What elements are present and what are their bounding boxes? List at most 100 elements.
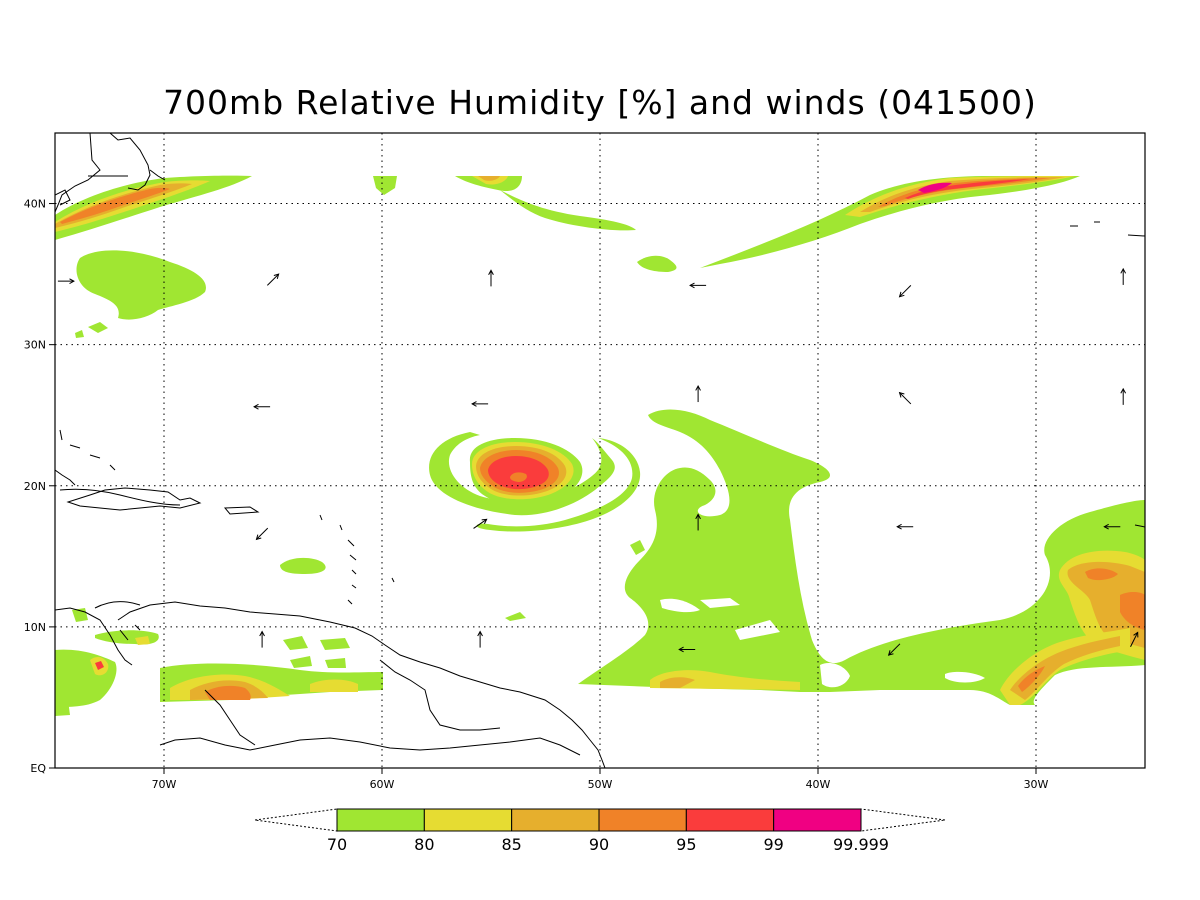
x-tick-label: 70W <box>152 778 177 791</box>
rh-area-70 <box>630 540 645 555</box>
wind-arrow <box>898 285 912 298</box>
y-tick-label: EQ <box>30 762 46 775</box>
rh-area-70 <box>72 608 88 622</box>
rh-area-90 <box>1085 568 1118 581</box>
coastline-layer <box>55 133 1145 768</box>
coastline-bahamas <box>59 429 116 471</box>
longitude-ticks: 70W 60W 50W 40W 30W <box>152 768 1049 791</box>
wind-arrow <box>259 630 265 648</box>
coastline-florida <box>55 469 76 486</box>
coastline-central-america <box>94 601 141 609</box>
rh-area-70 <box>76 250 206 320</box>
wind-arrow <box>896 523 914 530</box>
rh-area-70 <box>55 649 117 708</box>
rh-area-90 <box>1120 591 1145 630</box>
rh-area-80 <box>650 670 800 690</box>
coastline-africa <box>1134 524 1145 528</box>
rh-area-80 <box>55 180 210 232</box>
map-title: 700mb Relative Humidity [%] and winds (0… <box>163 83 1037 122</box>
rh-area-70 <box>55 700 70 716</box>
coastline-south-america <box>117 601 606 768</box>
coastline-south-america <box>204 689 256 746</box>
rh-area-70 <box>637 255 677 272</box>
coastline-south-america <box>379 659 501 731</box>
rh-area-70 <box>700 598 740 608</box>
wind-arrow <box>887 643 901 656</box>
colorbar-high-extension <box>860 808 946 832</box>
wind-arrow <box>689 282 707 289</box>
wind-arrow <box>255 527 269 541</box>
wind-arrow <box>488 269 494 287</box>
wind-arrow <box>1120 387 1127 405</box>
wind-arrow <box>473 518 488 529</box>
rh-area-90 <box>60 187 170 224</box>
rh-area-85 <box>478 176 500 181</box>
coastline-cuba <box>59 488 181 506</box>
humidity-field-layer <box>55 175 1145 716</box>
rh-area-70 <box>578 409 1145 705</box>
coastline-lesser-antilles <box>319 514 395 605</box>
rh-area-70 <box>325 658 346 668</box>
coastline-south-america <box>119 624 141 641</box>
coastline-hispaniola <box>66 487 202 511</box>
rh-area-99 <box>918 182 952 193</box>
colorbar-label: 85 <box>501 835 521 854</box>
rh-area-70 <box>55 175 252 240</box>
wind-arrow <box>695 513 701 531</box>
rh-area-90 <box>95 661 104 670</box>
wind-arrow <box>1103 523 1121 530</box>
rh-area-70 <box>75 330 84 338</box>
rh-area-70 <box>429 432 641 532</box>
y-tick-label: 30N <box>24 339 46 352</box>
rh-area-70 <box>320 638 350 650</box>
rh-area-80 <box>310 679 358 692</box>
rh-area-85 <box>660 677 695 688</box>
y-tick-label: 40N <box>24 198 46 211</box>
colorbar-label: 95 <box>676 835 696 854</box>
rh-area-70 <box>88 322 108 333</box>
colorbar-low-extension <box>254 808 338 832</box>
wind-arrow <box>678 646 696 653</box>
wind-arrow <box>477 630 483 648</box>
coastline-azores <box>1070 221 1145 237</box>
colorbar: 70 80 85 90 95 99 99.999 <box>254 808 946 854</box>
coastline-north-america <box>55 189 71 206</box>
colorbar-swatch <box>773 808 862 832</box>
rh-area-85 <box>1010 636 1120 700</box>
rh-area-90 <box>510 472 527 482</box>
colorbar-swatch <box>685 808 775 832</box>
rh-area-85 <box>55 183 192 228</box>
colorbar-label: 99.999 <box>833 835 889 854</box>
rh-area-80 <box>135 636 150 645</box>
coastline-south-america <box>159 737 581 756</box>
wind-arrow <box>253 403 271 410</box>
wind-arrow <box>1130 631 1139 647</box>
x-tick-label: 50W <box>588 778 613 791</box>
rh-area-90 <box>1018 666 1045 692</box>
x-tick-label: 40W <box>806 778 831 791</box>
wind-arrow <box>57 278 75 285</box>
colorbar-swatch <box>423 808 513 832</box>
colorbar-label: 70 <box>327 835 347 854</box>
rh-area-70 <box>945 671 985 683</box>
latitude-ticks: EQ 10N 20N 30N 40N <box>24 198 55 775</box>
graticule <box>55 133 1145 768</box>
colorbar-swatch <box>598 808 687 832</box>
rh-area-70 <box>283 636 308 650</box>
rh-area-70 <box>660 598 700 613</box>
colorbar-label: 99 <box>763 835 783 854</box>
coastline-central-america <box>55 607 133 666</box>
wind-arrow <box>898 391 912 405</box>
colorbar-swatch <box>511 808 600 832</box>
rh-area-70 <box>373 176 397 195</box>
rh-area-70 <box>290 656 312 668</box>
rh-area-70 <box>505 612 526 621</box>
rh-area-70 <box>500 190 636 231</box>
y-tick-label: 20N <box>24 480 46 493</box>
coastline-north-america <box>55 133 101 213</box>
y-tick-label: 10N <box>24 621 46 634</box>
x-tick-label: 30W <box>1024 778 1049 791</box>
rh-area-90 <box>205 685 251 700</box>
x-tick-label: 60W <box>370 778 395 791</box>
rh-area-70 <box>735 620 780 640</box>
